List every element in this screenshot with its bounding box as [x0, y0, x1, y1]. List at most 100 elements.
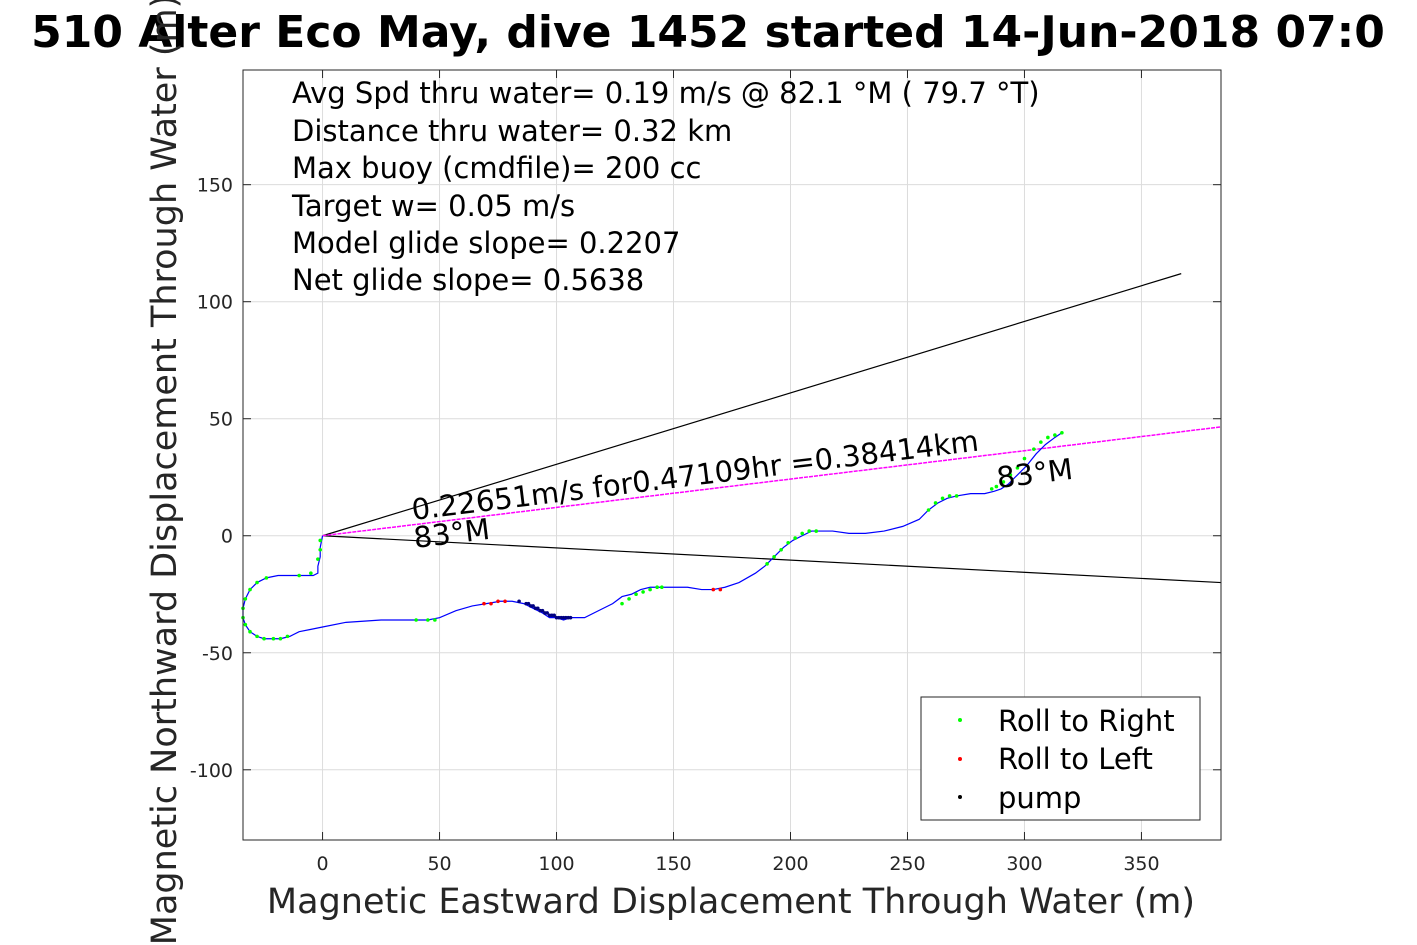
roll-right-point [297, 573, 301, 578]
roll-right-point [772, 555, 776, 559]
legend-roll-left-marker [958, 757, 962, 761]
roll-right-point [765, 562, 769, 566]
roll-left-point [718, 587, 723, 592]
roll-right-point [814, 529, 819, 533]
roll-right-point [271, 636, 276, 641]
roll-right-point [641, 590, 645, 594]
roll-right-point [1060, 430, 1064, 435]
legend: Roll to Right Roll to Left pump [920, 696, 1201, 821]
pump-point [517, 599, 521, 604]
pump-point [526, 601, 531, 606]
roll-right-point [989, 487, 994, 491]
x-tick-label: 200 [772, 853, 808, 875]
roll-right-point [1015, 466, 1020, 470]
pump-point [552, 613, 556, 618]
x-tick-label: 100 [538, 853, 574, 875]
roll-right-point [285, 634, 290, 639]
roll-right-point [1046, 435, 1050, 440]
roll-right-point [248, 629, 252, 634]
roll-right-point [414, 618, 418, 622]
x-tick-label: 50 [427, 853, 451, 875]
ticks: 0 50 100 150 200 250 300 350 -100 -50 0 50 100 150 [190, 70, 1221, 875]
roll-right-point [243, 622, 248, 627]
dive-info-block: Avg Spd thru water= 0.19 m/s @ 82.1 °M (… [291, 76, 1040, 297]
roll-right-point [309, 571, 313, 575]
info-line-target-w: Target w= 0.05 m/s [291, 189, 575, 223]
roll-right-point [793, 536, 797, 540]
info-line-distance: Distance thru water= 0.32 km [292, 114, 732, 148]
legend-pump-label: pump [998, 781, 1081, 815]
roll-right-point [940, 496, 945, 501]
legend-pump-marker [958, 795, 962, 799]
roll-right-point [1008, 473, 1013, 477]
x-tick-label: 0 [317, 853, 329, 875]
y-tick-label: 0 [221, 526, 233, 548]
roll-right-point [786, 540, 790, 545]
legend-roll-left-label: Roll to Left [998, 742, 1153, 776]
x-tick-label: 350 [1123, 853, 1159, 875]
x-tick-label: 250 [889, 853, 925, 875]
roll-left-point [711, 587, 716, 592]
info-line-net-glide-slope: Net glide slope= 0.5638 [292, 263, 644, 297]
roll-right-point [1001, 480, 1006, 484]
roll-right-point [1032, 447, 1036, 451]
info-line-max-buoy: Max buoy (cmdfile)= 200 cc [292, 151, 701, 185]
roll-left-point [482, 601, 486, 606]
roll-right-point [954, 494, 959, 498]
roll-right-point [926, 508, 931, 512]
info-line-model-glide-slope: Model glide slope= 0.2207 [292, 226, 680, 260]
roll-right-point [255, 634, 259, 639]
y-tick-label: -100 [190, 760, 233, 782]
legend-roll-right-marker [958, 718, 962, 722]
roll-right-point [800, 531, 804, 536]
roll-right-point [1022, 456, 1027, 461]
roll-right-point [655, 585, 659, 590]
roll-right-point [318, 538, 323, 543]
chart-title: 510 Alter Eco May, dive 1452 started 14-… [31, 7, 1385, 58]
x-tick-label: 300 [1006, 853, 1042, 875]
roll-right-point [433, 618, 437, 622]
roll-right-point [426, 618, 430, 622]
axes-box [242, 69, 1222, 841]
roll-right-point [248, 587, 252, 592]
y-tick-label: 50 [209, 409, 233, 431]
roll-right-point [318, 547, 323, 552]
roll-right-point [947, 494, 952, 498]
info-line-avg-speed: Avg Spd thru water= 0.19 m/s @ 82.1 °M (… [292, 76, 1040, 110]
x-axis-label: Magnetic Eastward Displacement Through W… [267, 882, 1195, 922]
y-tick-label: -50 [202, 643, 233, 665]
legend-roll-right-label: Roll to Right [998, 704, 1175, 738]
roll-right-point [255, 580, 259, 585]
pump-point [531, 604, 535, 608]
roll-left-point [496, 599, 500, 604]
pump-point [536, 606, 540, 611]
roll-right-point [264, 576, 269, 580]
y-tick-label: 100 [197, 292, 233, 314]
roll-right-point [620, 601, 624, 606]
roll-right-point [933, 501, 938, 505]
pump-point [540, 608, 545, 613]
roll-right-point [648, 587, 652, 592]
legend-box [920, 696, 1201, 821]
pump-point [545, 611, 549, 615]
roll-left-point [503, 599, 507, 604]
roll-right-point [1053, 433, 1057, 437]
y-tick-label: 150 [197, 175, 233, 197]
roll-right-point [634, 592, 638, 597]
roll-right-point [316, 557, 320, 561]
roll-right-point [1039, 440, 1043, 444]
roll-right-point [627, 597, 631, 601]
roll-right-point [278, 636, 283, 641]
roll-right-point [262, 636, 266, 641]
pump-point [568, 615, 573, 620]
roll-left-point [489, 601, 493, 606]
net-heading-line [322, 426, 1222, 537]
roll-right-point [994, 484, 999, 489]
roll-right-point [243, 597, 248, 601]
roll-right-point [807, 529, 812, 533]
x-tick-label: 150 [655, 853, 691, 875]
roll-right-point [779, 547, 783, 552]
y-axis-label: Magnetic Northward Displacement Through … [145, 0, 185, 945]
heading-cone-upper-line [322, 273, 1182, 537]
